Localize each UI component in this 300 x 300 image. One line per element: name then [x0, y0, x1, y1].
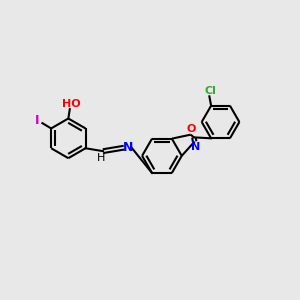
- Text: Cl: Cl: [204, 86, 216, 96]
- Text: H: H: [98, 153, 106, 163]
- Text: N: N: [190, 142, 200, 152]
- Text: HO: HO: [61, 99, 80, 109]
- Text: O: O: [187, 124, 196, 134]
- Text: N: N: [123, 141, 133, 154]
- Text: I: I: [35, 114, 39, 127]
